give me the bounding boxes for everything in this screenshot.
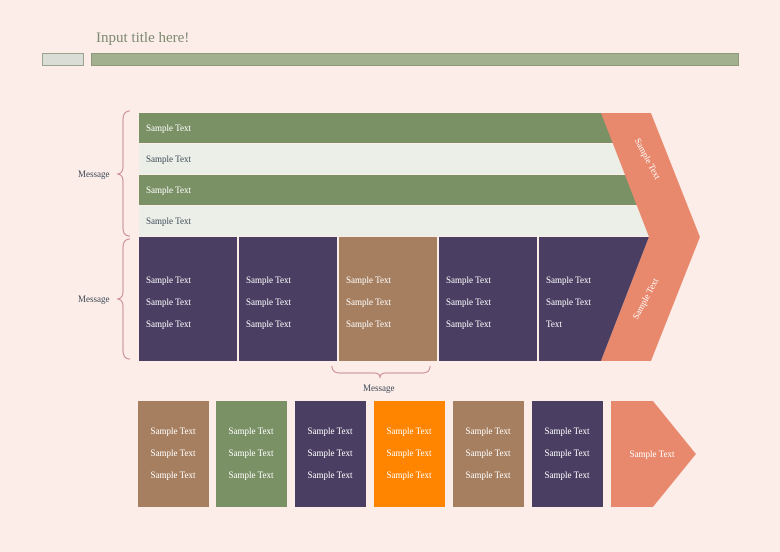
top-row-1-label: Sample Text [146, 123, 191, 133]
top-row-1: Sample Text [139, 113, 619, 143]
mid-col-3-line-2: Sample Text [346, 297, 391, 307]
top-row-2: Sample Text [139, 144, 629, 174]
title-bar-long [91, 53, 739, 66]
mid-col-2-line-1: Sample Text [246, 275, 291, 285]
bottom-card-6-line-3: Sample Text [545, 470, 590, 480]
mid-col-2-line-2: Sample Text [246, 297, 291, 307]
mid-col-5-line-3: Text [546, 319, 562, 329]
mid-column-2: Sample Text Sample Text Sample Text [239, 237, 337, 361]
bottom-card-5-line-3: Sample Text [466, 470, 511, 480]
bottom-card-1: Sample Text Sample Text Sample Text [138, 401, 209, 507]
top-row-2-label: Sample Text [146, 154, 191, 164]
top-row-3-label: Sample Text [146, 185, 191, 195]
bottom-card-1-line-3: Sample Text [151, 470, 196, 480]
bottom-card-4-line-1: Sample Text [387, 426, 432, 436]
bottom-card-5: Sample Text Sample Text Sample Text [453, 401, 524, 507]
mid-column-3: Sample Text Sample Text Sample Text [339, 237, 437, 361]
mid-col-1-line-1: Sample Text [146, 275, 191, 285]
bottom-card-3: Sample Text Sample Text Sample Text [295, 401, 366, 507]
mid-col-1-line-2: Sample Text [146, 297, 191, 307]
bottom-arrow-label: Sample Text [630, 449, 675, 459]
bottom-card-2-line-1: Sample Text [229, 426, 274, 436]
chevron-head: Sample Text Sample Text [601, 113, 700, 361]
brace-bottom [331, 365, 431, 379]
bottom-card-3-line-2: Sample Text [308, 448, 353, 458]
bottom-card-4: Sample Text Sample Text Sample Text [374, 401, 445, 507]
mid-col-2-line-3: Sample Text [246, 319, 291, 329]
bottom-card-2: Sample Text Sample Text Sample Text [216, 401, 287, 507]
top-row-3: Sample Text [139, 175, 639, 205]
mid-col-3-line-1: Sample Text [346, 275, 391, 285]
bottom-card-4-line-3: Sample Text [387, 470, 432, 480]
brace-top [116, 110, 131, 237]
mid-column-4: Sample Text Sample Text Sample Text [439, 237, 537, 361]
bottom-card-6-line-1: Sample Text [545, 426, 590, 436]
bottom-card-2-line-2: Sample Text [229, 448, 274, 458]
mid-col-1-line-3: Sample Text [146, 319, 191, 329]
bottom-card-4-line-2: Sample Text [387, 448, 432, 458]
mid-col-4-line-1: Sample Text [446, 275, 491, 285]
bottom-card-1-line-2: Sample Text [151, 448, 196, 458]
bottom-card-3-line-1: Sample Text [308, 426, 353, 436]
brace-label-top: Message [78, 169, 110, 179]
mid-column-5: Sample Text Sample Text Text [539, 237, 649, 361]
bottom-arrow: Sample Text [611, 401, 696, 507]
mid-col-3-line-3: Sample Text [346, 319, 391, 329]
bottom-card-3-line-3: Sample Text [308, 470, 353, 480]
brace-middle [116, 238, 131, 360]
bottom-card-6: Sample Text Sample Text Sample Text [532, 401, 603, 507]
bottom-card-1-line-1: Sample Text [151, 426, 196, 436]
bottom-card-5-line-2: Sample Text [466, 448, 511, 458]
top-row-4-label: Sample Text [146, 216, 191, 226]
mid-col-4-line-2: Sample Text [446, 297, 491, 307]
brace-label-middle: Message [78, 294, 110, 304]
mid-column-1: Sample Text Sample Text Sample Text [139, 237, 237, 361]
title-bar-short [42, 53, 84, 66]
page-title: Input title here! [96, 30, 190, 46]
top-row-4: Sample Text [139, 206, 649, 236]
bottom-card-6-line-2: Sample Text [545, 448, 590, 458]
mid-col-4-line-3: Sample Text [446, 319, 491, 329]
mid-col-5-line-2: Sample Text [546, 297, 591, 307]
brace-label-bottom: Message [363, 383, 395, 393]
bottom-card-2-line-3: Sample Text [229, 470, 274, 480]
mid-col-5-line-1: Sample Text [546, 275, 591, 285]
bottom-card-5-line-1: Sample Text [466, 426, 511, 436]
